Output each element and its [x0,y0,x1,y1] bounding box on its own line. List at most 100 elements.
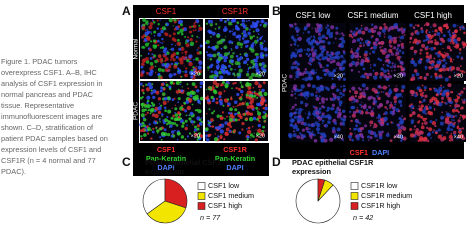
cell [315,29,319,33]
cell [460,90,464,94]
cell [328,54,331,57]
cell [247,31,251,35]
cell [394,25,399,30]
cell [318,61,321,65]
cell [440,115,445,120]
cell [461,25,464,28]
cell [228,40,232,44]
cell [359,62,364,67]
cell [434,109,436,111]
cell [297,114,302,119]
cell [155,120,157,122]
cell [458,92,461,96]
cell [289,74,293,79]
cell [206,95,209,98]
cell [331,129,336,134]
cell [391,62,394,65]
micrographs: ×20 ×20×20 ×20 [139,18,268,142]
cell [327,70,331,75]
cell [393,74,395,76]
cell [248,90,252,94]
cell [398,28,402,32]
cell [439,42,443,46]
cell [197,47,200,49]
cell [145,57,149,61]
cell [162,93,164,95]
cell [186,135,189,138]
cell [418,105,421,107]
cell [411,46,414,49]
cell [355,124,359,128]
row-label: Normal [133,38,140,60]
cell [311,51,316,56]
cell [213,137,219,142]
cell [141,96,144,98]
cell [367,111,371,115]
cell [155,90,160,95]
cell [451,35,455,40]
cell [430,137,432,139]
cell [452,115,456,119]
cell [257,115,262,120]
cell [159,127,163,131]
cell [219,116,223,120]
cell [215,72,219,76]
cell [321,112,325,116]
cell [349,132,353,136]
cell [297,44,299,47]
cell [418,138,423,142]
cell [326,57,331,62]
cell [342,34,345,37]
cell [153,35,156,37]
cell [197,30,200,32]
cell [311,45,315,49]
cell [247,69,250,71]
cell [402,136,407,141]
cell [144,29,147,32]
cell [233,130,236,134]
cell [139,82,143,86]
cell [221,111,224,114]
cell [254,62,258,66]
cell [351,52,355,56]
cell [319,58,322,61]
cell [387,35,392,40]
cell [325,53,329,56]
cell [321,50,323,53]
cell [358,29,362,33]
cell [224,121,228,125]
cell [244,53,249,58]
cell [336,88,340,92]
cell [189,30,193,34]
cell [463,71,466,74]
cell [309,56,313,60]
cell [401,51,405,54]
cell [140,125,143,128]
cell [308,23,311,26]
cell [260,19,265,24]
cell [431,66,434,69]
cell [461,70,464,73]
cell [297,38,300,41]
cell [330,85,335,90]
cell [223,58,227,63]
cell [197,109,202,114]
cell [335,67,337,70]
cell [355,99,359,103]
cell [241,128,244,131]
cell [248,28,251,31]
cell [342,77,347,81]
cell [307,123,311,127]
cell [263,75,265,77]
cell [217,135,220,138]
cell [224,52,228,57]
cell [389,45,392,48]
cell [169,58,172,61]
caption-line: immunofluorescent images are [1,112,102,121]
cell [196,49,199,51]
cell [446,131,448,134]
cell [360,106,363,109]
cell [420,125,425,130]
cell [239,56,243,60]
cell [180,76,183,78]
